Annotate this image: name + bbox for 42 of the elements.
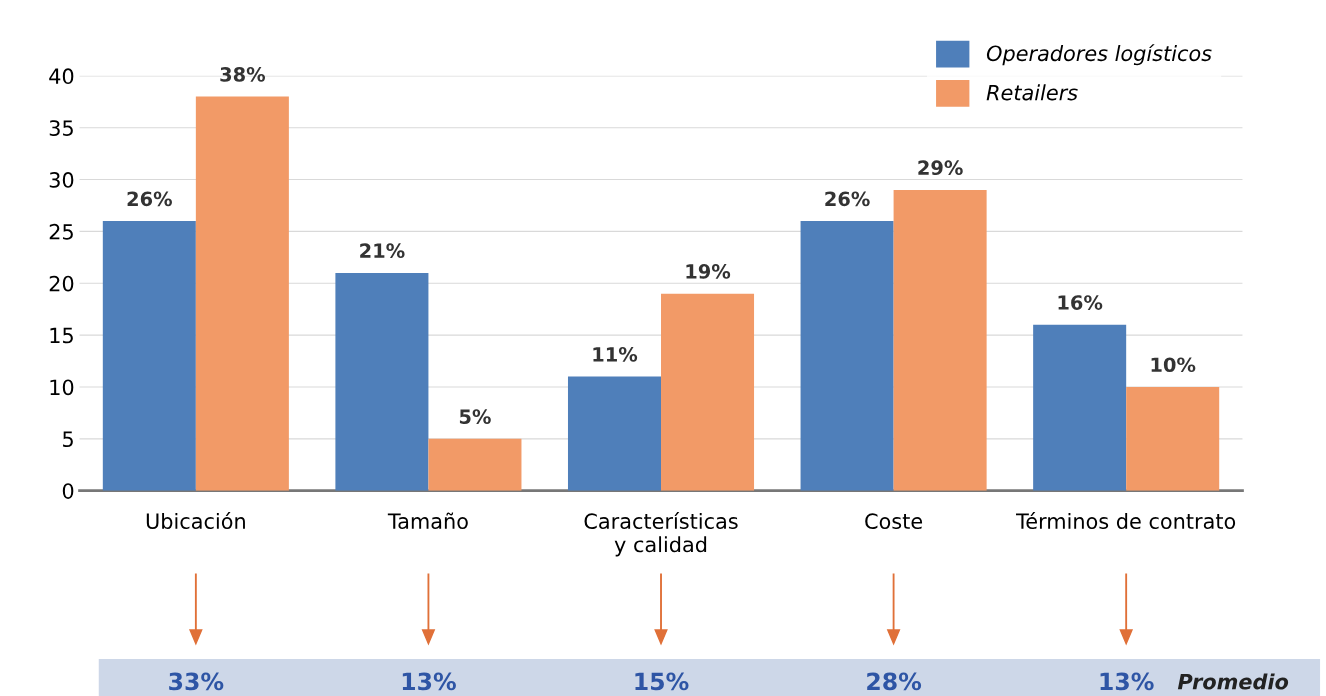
y-tick-label: 15 (50, 327, 73, 344)
x-tick-label: Términos de contrato (1016, 512, 1236, 530)
bar (102, 221, 196, 491)
text: Promedio (1177, 673, 1289, 690)
y-tick-label: 0 (62, 483, 74, 499)
data-label: 19% (686, 264, 731, 279)
text: 28% (867, 672, 922, 691)
text: 13% (1100, 672, 1154, 691)
x-tick-label: Ubicación (146, 512, 245, 530)
text: 15% (635, 672, 689, 691)
bar (893, 189, 987, 491)
text: 13% (402, 672, 456, 691)
bar (428, 438, 522, 491)
bar (800, 221, 894, 491)
data-label: 21% (360, 243, 405, 259)
data-label: 5% (459, 409, 491, 424)
bar (661, 293, 755, 491)
y-tick-label: 40 (49, 68, 74, 85)
bar (1126, 386, 1220, 491)
x-tick-label: Tamaño (387, 512, 468, 530)
y-tick-label: 5 (63, 431, 73, 448)
bar (335, 272, 429, 491)
legend-label: Operadores logísticos (986, 44, 1212, 66)
y-tick-label: 20 (49, 275, 74, 292)
y-tick-label: 10 (50, 379, 74, 396)
text: 33% (169, 672, 224, 691)
data-label: 38% (220, 67, 266, 82)
y-tick-label: 30 (49, 172, 74, 188)
y-tick-label: 35 (49, 120, 73, 136)
data-label: 10% (1151, 357, 1196, 373)
data-label: 16% (1058, 295, 1103, 310)
legend-label: Retailers (986, 84, 1078, 101)
x-tick-label: Características y calidad (584, 512, 738, 557)
data-label: 29% (918, 160, 963, 176)
x-tick-label: Coste (865, 513, 923, 530)
bar (1033, 324, 1127, 491)
bar (195, 96, 289, 491)
data-label: 26% (825, 191, 870, 207)
data-label: 26% (127, 191, 172, 207)
y-tick-label: 25 (49, 223, 73, 240)
data-label: 11% (593, 347, 638, 362)
bar (567, 376, 662, 491)
